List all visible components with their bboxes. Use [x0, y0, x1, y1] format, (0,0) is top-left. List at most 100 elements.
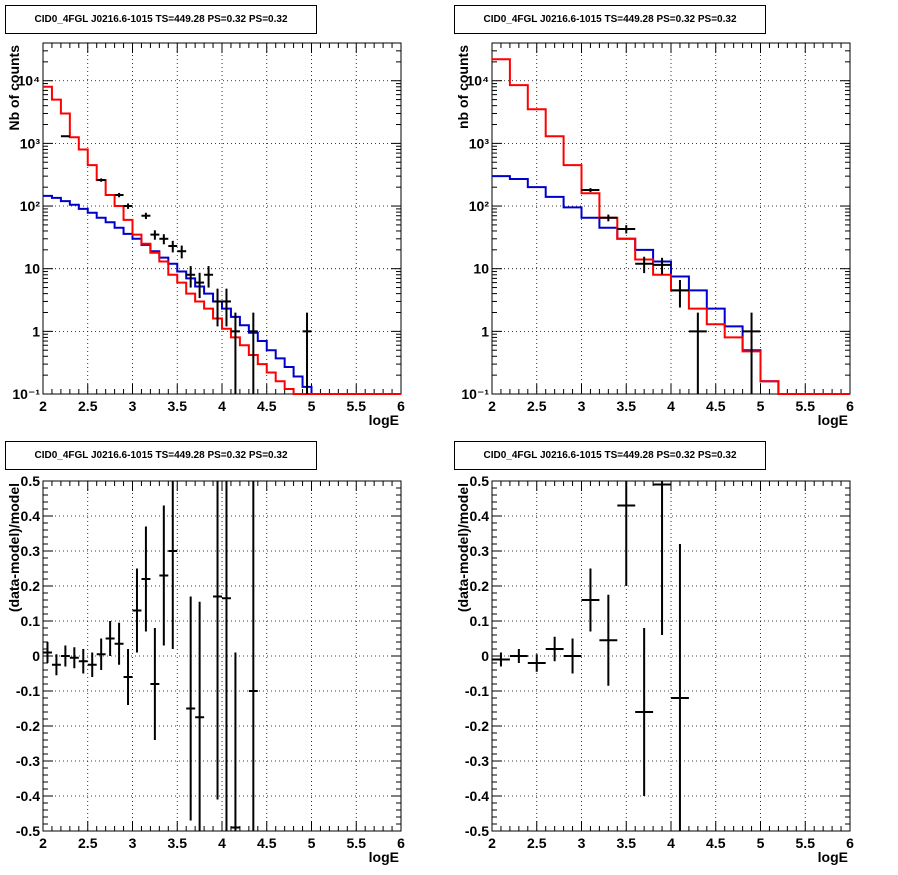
data-point	[248, 312, 258, 394]
x-axis-label: logE	[818, 412, 848, 428]
y-tick-label: 10⁴	[467, 73, 490, 89]
data-point	[168, 240, 178, 253]
data-point	[617, 481, 636, 586]
panel-title: CID0_4FGL J0216.6-1015 TS=449.28 PS=0.32…	[454, 5, 766, 34]
y-tick-label: 0.4	[21, 508, 41, 524]
model-background-histogram	[43, 194, 401, 395]
y-axis-label: (data-model)/model	[455, 483, 471, 612]
x-tick-label: 4.5	[706, 835, 726, 851]
x-tick-label: 2	[488, 398, 496, 414]
data-point	[87, 652, 97, 677]
y-tick-label: 0.5	[21, 473, 41, 489]
y-tick-label: 0.3	[21, 543, 41, 559]
y-tick-label: 10	[24, 261, 40, 277]
x-tick-label: 4	[667, 835, 675, 851]
y-tick-label: 10³	[20, 135, 41, 151]
data-point	[653, 481, 671, 635]
model-total-histogram	[43, 85, 401, 395]
x-tick-label: 2	[39, 835, 47, 851]
data-point	[671, 279, 689, 308]
x-tick-label: 3.5	[617, 835, 637, 851]
data-point	[150, 628, 160, 740]
x-tick-label: 5	[757, 835, 765, 851]
panel-title: CID0_4FGL J0216.6-1015 TS=449.28 PS=0.32…	[5, 5, 317, 34]
x-tick-label: 5.5	[796, 398, 816, 414]
y-tick-label: -0.2	[465, 718, 489, 734]
data-point	[545, 636, 564, 662]
x-tick-label: 4	[218, 398, 226, 414]
y-tick-label: 10³	[469, 135, 490, 151]
x-tick-label: 3	[129, 835, 137, 851]
y-tick-label: 0	[481, 648, 489, 664]
data-point	[123, 649, 133, 705]
y-tick-label: -0.1	[465, 683, 489, 699]
y-tick-label: 10²	[469, 198, 490, 214]
data-point	[195, 601, 205, 831]
x-tick-label: 4	[667, 398, 675, 414]
data-point	[671, 544, 689, 831]
y-tick-label: -0.3	[16, 753, 40, 769]
x-tick-label: 5.5	[796, 835, 816, 851]
y-tick-label: 0	[32, 648, 40, 664]
data-point	[599, 214, 618, 222]
y-axis-label: nb of counts	[455, 45, 471, 129]
data-point	[222, 288, 231, 327]
x-tick-label: 4.5	[257, 398, 277, 414]
data-point	[60, 135, 70, 138]
x-tick-label: 5	[308, 398, 316, 414]
y-tick-label: 0.1	[470, 613, 490, 629]
data-point	[43, 642, 52, 663]
y-tick-label: 1	[481, 323, 489, 339]
data-point	[492, 652, 510, 667]
x-tick-label: 2.5	[78, 398, 98, 414]
x-tick-label: 3.5	[168, 835, 188, 851]
y-tick-label: -0.4	[16, 788, 40, 804]
x-tick-label: 5	[308, 835, 316, 851]
data-point	[635, 256, 654, 274]
data-point	[123, 203, 133, 209]
data-point	[159, 505, 169, 646]
y-tick-label: 0.1	[21, 613, 41, 629]
y-tick-label: 10²	[20, 198, 41, 214]
data-point	[213, 481, 222, 800]
data-point	[222, 481, 231, 831]
data-point	[114, 622, 124, 665]
x-tick-label: 5.5	[347, 835, 367, 851]
data-point	[248, 481, 258, 831]
y-tick-label: 0.2	[470, 578, 490, 594]
y-tick-label: -0.5	[16, 823, 40, 839]
data-point	[78, 649, 88, 674]
y-axis-label: Nb of counts	[6, 45, 22, 131]
data-point	[581, 568, 600, 632]
data-point	[527, 654, 546, 672]
data-point	[168, 481, 178, 649]
data-point	[742, 312, 761, 394]
x-tick-label: 6	[397, 835, 405, 851]
y-tick-label: 0.3	[470, 543, 490, 559]
data-point	[51, 654, 61, 676]
y-tick-label: 10⁻¹	[461, 386, 489, 402]
data-point	[653, 257, 671, 275]
x-tick-label: 6	[397, 398, 405, 414]
y-tick-label: 0.5	[470, 473, 490, 489]
data-point	[69, 647, 79, 669]
x-axis-label: logE	[818, 849, 848, 865]
x-tick-label: 4.5	[706, 398, 726, 414]
x-tick-label: 3.5	[168, 398, 188, 414]
x-tick-label: 2.5	[78, 835, 98, 851]
data-point	[114, 192, 124, 198]
x-tick-label: 3	[578, 398, 586, 414]
data-point	[141, 212, 151, 220]
y-tick-label: -0.4	[465, 788, 489, 804]
x-tick-label: 3	[129, 398, 137, 414]
y-tick-label: -0.1	[16, 683, 40, 699]
y-tick-label: 0.4	[470, 508, 490, 524]
y-tick-label: 0.2	[21, 578, 41, 594]
data-point	[96, 178, 106, 182]
y-tick-label: 10⁻¹	[12, 386, 40, 402]
data-point	[563, 638, 582, 674]
x-tick-label: 2	[39, 398, 47, 414]
